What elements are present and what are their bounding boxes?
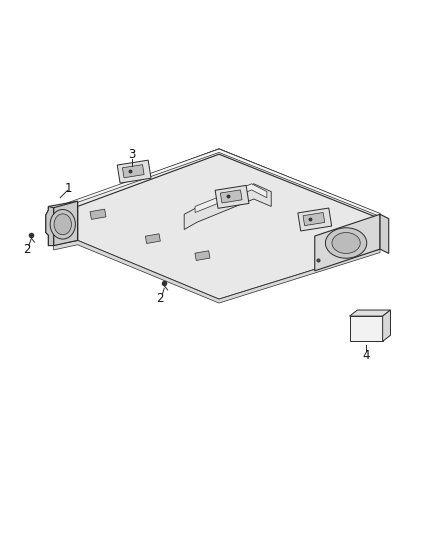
Polygon shape (315, 214, 380, 271)
Polygon shape (350, 310, 391, 316)
Polygon shape (53, 149, 380, 219)
Polygon shape (298, 208, 332, 231)
Polygon shape (383, 310, 391, 341)
Polygon shape (303, 213, 325, 225)
Polygon shape (220, 190, 242, 203)
Polygon shape (53, 201, 78, 246)
Polygon shape (195, 184, 267, 213)
Ellipse shape (50, 209, 75, 239)
Ellipse shape (54, 214, 71, 235)
Polygon shape (195, 251, 210, 261)
Polygon shape (215, 185, 249, 208)
Ellipse shape (332, 232, 360, 254)
Polygon shape (380, 214, 389, 254)
Polygon shape (53, 149, 380, 216)
Text: 1: 1 (65, 182, 73, 195)
Text: 3: 3 (128, 148, 136, 161)
Polygon shape (350, 316, 383, 341)
Polygon shape (46, 206, 53, 246)
Polygon shape (46, 201, 78, 246)
Text: 2: 2 (23, 243, 30, 256)
Polygon shape (53, 240, 380, 303)
Polygon shape (117, 160, 151, 183)
Polygon shape (53, 206, 78, 246)
Text: 4: 4 (362, 349, 370, 362)
Polygon shape (184, 184, 271, 230)
Text: 2: 2 (156, 292, 164, 305)
Polygon shape (145, 234, 160, 244)
Polygon shape (90, 209, 106, 220)
Ellipse shape (325, 228, 367, 258)
Polygon shape (78, 149, 380, 299)
Polygon shape (122, 165, 144, 177)
